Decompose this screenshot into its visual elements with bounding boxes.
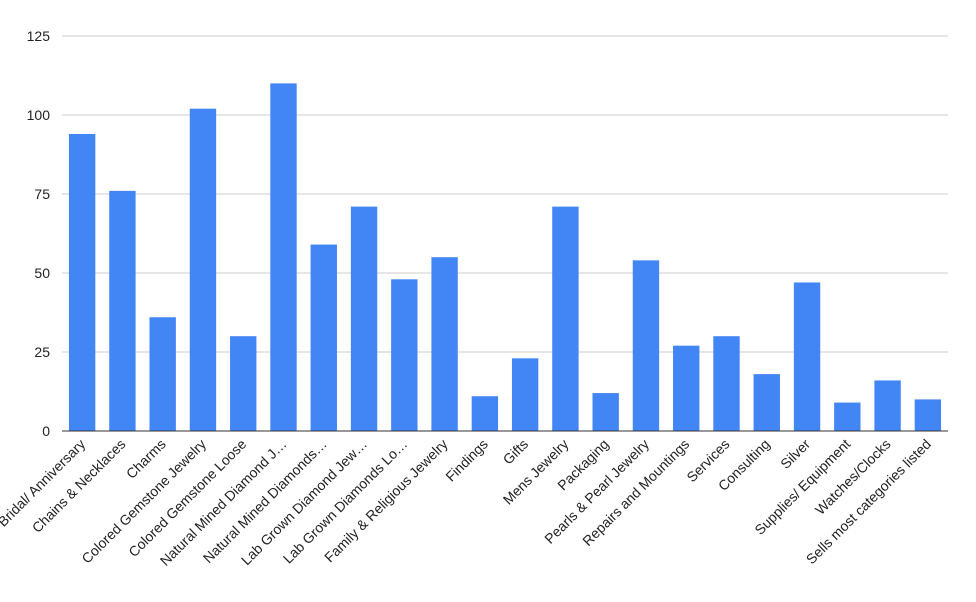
bar [109,190,136,431]
bar [189,108,217,432]
bar [391,279,418,431]
y-tick-label: 125 [27,28,51,44]
bar [592,393,619,431]
bar [511,358,539,431]
bar [270,83,297,432]
bar [149,317,176,431]
y-axis-ticks: 0 25 50 75 100 125 [27,28,51,439]
y-tick-label: 100 [27,107,51,123]
bar [230,336,257,431]
bar [68,133,96,431]
bar [793,282,821,431]
bar [753,374,780,431]
bar [310,244,337,431]
bar [914,399,942,431]
bar [713,336,740,431]
y-tick-label: 75 [34,186,50,202]
bar [874,380,901,431]
x-tick-label: Silver [777,436,813,472]
y-tick-label: 0 [42,423,50,439]
y-tick-label: 50 [34,265,50,281]
x-tick-label: Findings [442,436,491,485]
bar [471,396,499,431]
bars [68,83,942,432]
x-tick-label: Gifts [500,436,532,468]
bar [350,206,378,431]
bar [673,345,700,431]
bar [431,257,458,431]
y-tick-label: 25 [34,344,50,360]
bar [834,402,861,431]
bar [552,206,579,431]
bar [632,260,660,431]
